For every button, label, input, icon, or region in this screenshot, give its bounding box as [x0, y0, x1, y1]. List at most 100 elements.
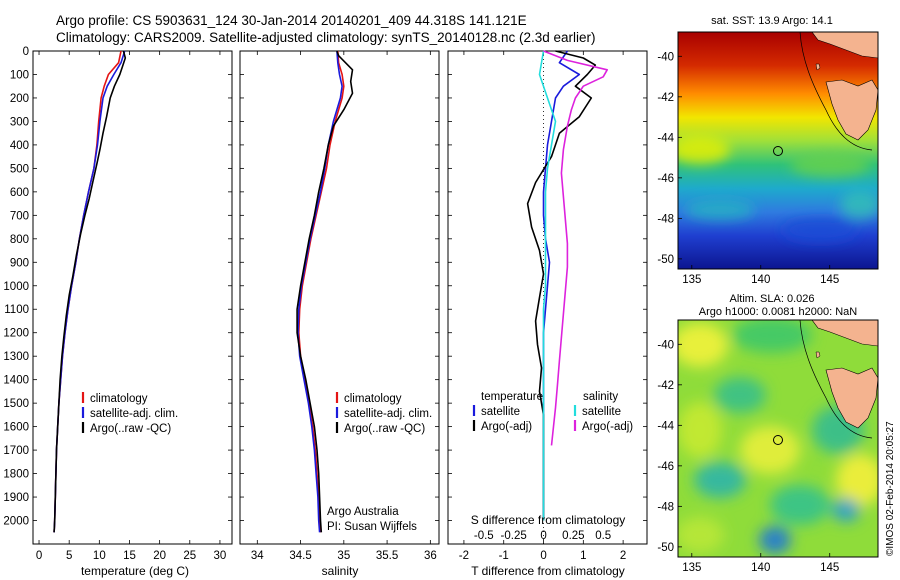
sla-tasmania-land	[825, 367, 878, 429]
map-x-tick-label: 145	[820, 562, 839, 574]
legend-label: satellite	[582, 406, 621, 418]
legend-label: Argo(-adj)	[481, 421, 532, 433]
salinity-panel: 34 34.5 35 35.5 36 climatology satellite-adj.…	[239, 50, 440, 578]
difference-legend: temperature salinity satellite Argo(-adj) sa…	[472, 391, 633, 433]
sla-map-frame	[677, 319, 879, 558]
temperature-profile-lines	[53, 50, 127, 533]
map-x-tick-label: 145	[820, 274, 839, 286]
x-tick-label: 35.5	[376, 550, 398, 562]
x-tick-label: 35	[337, 550, 350, 562]
map-x-tick-label: 135	[682, 562, 701, 574]
sla-shelf-contour	[799, 320, 873, 439]
depth-tick-label: 0	[23, 46, 29, 58]
difference-panel: -2 -1 0 1 2 -0.5 -0.25 0 0.25 0.5 temperature sal…	[447, 50, 648, 578]
sst-map-panel: sat. SST: 13.9 Argo: 14.1	[657, 15, 879, 286]
x-tick-label: 20	[153, 550, 166, 562]
salinity-axis-ticks: 34 34.5 35 35.5 36	[240, 50, 439, 562]
temperature-plot-frame	[32, 50, 233, 545]
legend-label: satellite-adj. clim.	[344, 408, 432, 420]
legend-title: temperature	[481, 391, 543, 403]
depth-tick-label: 300	[10, 116, 29, 128]
s-difference-tick-label: 0.25	[562, 530, 584, 542]
depth-tick-label: 600	[10, 187, 29, 199]
map-y-tick-label: -46	[657, 173, 674, 185]
salinity-axis-label: salinity	[322, 564, 359, 578]
map-y-tick-label: -48	[657, 501, 674, 513]
temperature-axis-label: temperature (deg C)	[81, 564, 189, 578]
depth-tick-label: 200	[10, 93, 29, 105]
profile-line-satellite	[297, 50, 343, 533]
map-y-tick-label: -40	[657, 339, 674, 351]
map-x-tick-label: 140	[751, 562, 770, 574]
s-difference-tick-label: -0.5	[474, 530, 494, 542]
depth-tick-label: 1400	[3, 375, 29, 387]
s-difference-tick-label: -0.25	[501, 530, 527, 542]
sst-map-axis-ticks: 135 140 145 -40 -42 -44 -46 -48 -50	[657, 51, 839, 286]
salinity-plot-frame	[239, 50, 440, 545]
x-tick-label: 15	[123, 550, 136, 562]
map-y-tick-label: -44	[657, 132, 674, 144]
x-tick-label: 36	[424, 550, 437, 562]
x-tick-label: 2	[620, 550, 626, 562]
x-tick-label: 0	[540, 550, 546, 562]
x-tick-label: -1	[499, 550, 509, 562]
map-y-tick-label: -44	[657, 420, 674, 432]
map-y-tick-label: -50	[657, 542, 674, 554]
x-tick-label: 10	[93, 550, 106, 562]
sst-shelf-contour	[799, 32, 873, 151]
x-tick-label: 1	[580, 550, 586, 562]
depth-tick-label: 2000	[3, 516, 29, 528]
depth-tick-label: 1500	[3, 398, 29, 410]
legend-label: Argo(-adj)	[582, 421, 633, 433]
t-difference-axis-label: T difference from climatology	[471, 564, 625, 578]
map-y-tick-label: -46	[657, 461, 674, 473]
map-y-tick-label: -50	[657, 254, 674, 266]
s-difference-axis-label: S difference from climatology	[471, 513, 626, 527]
sst-king-island	[815, 63, 821, 71]
depth-tick-label: 1200	[3, 328, 29, 340]
sst-argo-position-marker	[773, 146, 783, 156]
argo-australia-note: Argo Australia	[327, 506, 399, 518]
temperature-legend: climatology satellite-adj. clim. Argo(..ra…	[81, 392, 178, 435]
x-tick-label: 34.5	[289, 550, 311, 562]
legend-label: Argo(..raw -QC)	[344, 423, 425, 435]
salinity-legend: climatology satellite-adj. clim. Argo(..ra…	[335, 392, 432, 435]
difference-plot-frame	[447, 50, 648, 545]
legend-label: Argo(..raw -QC)	[90, 423, 171, 435]
depth-tick-label: 1300	[3, 351, 29, 363]
sst-map-title: sat. SST: 13.9 Argo: 14.1	[711, 15, 833, 27]
depth-tick-label: 1700	[3, 445, 29, 457]
sst-map-frame	[677, 31, 879, 270]
sla-king-island	[815, 351, 821, 359]
sla-map-subtitle: Argo h1000: 0.0081 h2000: NaN	[699, 306, 857, 318]
depth-tick-label: 1900	[3, 492, 29, 504]
map-y-tick-label: -48	[657, 213, 674, 225]
depth-axis-ticks: 0 100 200 300 400 500 600 700 800 900 1000 1100 1200…	[3, 46, 232, 528]
sst-tasmania-land	[825, 79, 878, 141]
map-x-tick-label: 140	[751, 274, 770, 286]
x-tick-label: -2	[459, 550, 469, 562]
x-tick-label: 30	[214, 550, 227, 562]
profile-line-sal_argo	[543, 50, 609, 446]
difference-profile-lines	[526, 50, 609, 544]
sla-mainland-land	[811, 320, 878, 347]
depth-tick-label: 1800	[3, 469, 29, 481]
sla-map-axis-ticks: 135 140 145 -40 -42 -44 -46 -48 -50	[657, 339, 839, 574]
x-tick-label: 25	[183, 550, 196, 562]
imos-timestamp-label: ©IMOS 02-Feb-2014 20:05:27	[885, 421, 896, 556]
depth-tick-label: 800	[10, 234, 29, 246]
map-y-tick-label: -42	[657, 380, 674, 392]
depth-tick-label: 900	[10, 257, 29, 269]
legend-label: satellite-adj. clim.	[90, 408, 178, 420]
map-y-tick-label: -40	[657, 51, 674, 63]
map-x-tick-label: 135	[682, 274, 701, 286]
t-difference-axis-ticks: -2 -1 0 1 2	[448, 50, 647, 562]
depth-tick-label: 500	[10, 163, 29, 175]
depth-tick-label: 1600	[3, 422, 29, 434]
x-tick-label: 5	[66, 550, 72, 562]
salinity-profile-lines	[296, 50, 354, 533]
pi-note: PI: Susan Wijffels	[327, 521, 417, 533]
sla-map-panel: Altim. SLA: 0.026 Argo h1000: 0.0081 h20…	[657, 293, 879, 574]
legend-label: climatology	[90, 393, 148, 405]
depth-tick-label: 700	[10, 210, 29, 222]
